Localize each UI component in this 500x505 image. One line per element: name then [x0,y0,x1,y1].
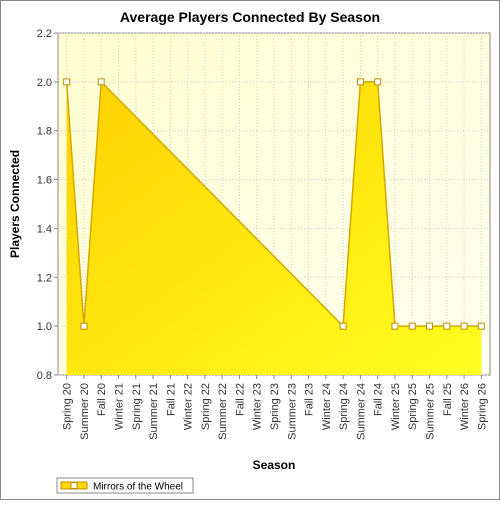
y-tick-label: 1.8 [37,126,52,138]
x-tick-label: Winter 25 [390,383,402,430]
chart-title: Average Players Connected By Season [120,9,380,25]
x-tick-label: Winter 22 [183,383,195,430]
y-tick-label: 0.8 [37,370,52,382]
x-tick-label: Fall 22 [234,383,246,416]
x-tick-label: Spring 23 [269,383,281,430]
x-tick-label: Summer 20 [79,383,91,440]
point-marker [391,322,399,330]
point-marker [460,322,468,330]
point-marker [443,322,451,330]
x-tick-label: Winter 21 [113,383,125,430]
x-tick-label: Spring 21 [131,383,143,430]
legend-label: Mirrors of the Wheel [93,482,183,493]
x-tick-label: Winter 24 [321,383,333,430]
x-tick-label: Spring 24 [338,383,350,430]
point-marker [374,78,382,86]
x-tick-label: Spring 20 [62,383,74,430]
point-marker [408,322,416,330]
point-marker [63,78,71,86]
point-marker [97,78,105,86]
x-tick-label: Summer 22 [217,383,229,440]
area [66,81,482,375]
y-tick-label: 1.4 [37,223,52,235]
x-tick-label: Summer 24 [355,383,367,440]
x-tick-label: Summer 25 [425,383,437,440]
point-marker [356,78,364,86]
y-tick-label: 1.0 [37,321,52,333]
x-tick-label: Winter 23 [252,383,264,430]
x-tick-label: Spring 22 [200,383,212,430]
point-marker [80,322,88,330]
y-tick-label: 2.0 [37,77,52,89]
legend-box [56,477,194,494]
point-marker [426,322,434,330]
x-tick-label: Spring 25 [407,383,419,430]
y-tick-label: 1.6 [37,175,52,187]
x-tick-label: Fall 21 [165,383,177,416]
point-marker [339,322,347,330]
x-tick-label: Winter 26 [459,383,471,430]
point-marker [477,322,485,330]
x-tick-label: Fall 24 [373,383,385,416]
x-tick-label: Summer 23 [286,383,298,440]
x-tick-label: Fall 20 [96,383,108,416]
x-tick-label: Spring 26 [476,383,488,430]
x-tick-label: Fall 23 [304,383,316,416]
x-tick-label: Summer 21 [148,383,160,440]
x-axis-label: Season [253,458,296,472]
legend-marker [70,482,78,489]
y-axis-label: Players Connected [8,150,22,258]
y-tick-label: 2.2 [37,28,52,40]
y-tick-label: 1.2 [37,272,52,284]
plot: 0.8 1.0 1.2 1.4 1.6 1.8 2.0 2.2 Spring 20 Summer … [37,28,490,494]
x-tick-label: Fall 25 [442,383,454,416]
